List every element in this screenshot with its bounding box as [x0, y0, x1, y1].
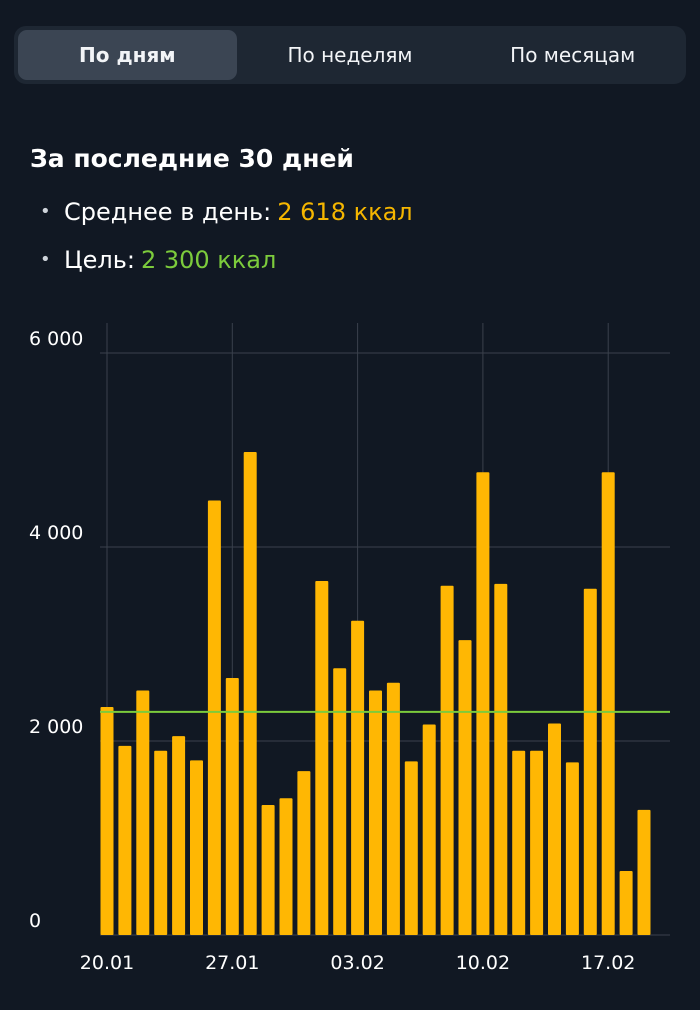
- bullet-icon: •: [40, 249, 51, 270]
- bar: [404, 761, 418, 935]
- bar: [172, 736, 186, 935]
- bar: [494, 583, 508, 935]
- tab-by-months[interactable]: По месяцам: [510, 43, 636, 67]
- y-tick-label: 6 000: [29, 328, 83, 350]
- bar: [637, 809, 651, 935]
- x-tick-label: 03.02: [330, 952, 384, 974]
- tab-by-days[interactable]: По дням: [18, 30, 237, 80]
- x-tick-label: 27.01: [205, 952, 259, 974]
- tab-by-weeks[interactable]: По неделям: [287, 43, 413, 67]
- average-label: Среднее в день:: [64, 198, 272, 226]
- bar: [225, 677, 239, 935]
- bar: [440, 585, 454, 935]
- bar: [154, 750, 168, 935]
- average-item: • Среднее в день: 2 618 ккал: [30, 188, 413, 236]
- bar: [261, 805, 275, 935]
- bar: [369, 690, 382, 935]
- goal-label: Цель:: [64, 246, 135, 274]
- y-tick-label: 2 000: [29, 716, 83, 738]
- bar: [315, 580, 329, 935]
- bar: [190, 760, 203, 935]
- bar: [279, 798, 293, 935]
- bar: [136, 690, 150, 935]
- bar: [100, 707, 114, 935]
- bar: [351, 620, 365, 935]
- x-tick-label: 20.01: [80, 952, 134, 974]
- bar: [458, 640, 472, 935]
- bar: [207, 500, 221, 935]
- bar: [118, 745, 132, 935]
- bar: [512, 750, 526, 935]
- bar: [530, 750, 544, 935]
- y-tick-label: 4 000: [29, 522, 83, 544]
- calories-bar-chart: 0 2 000 4 000 6 000 20.01 27.01 03.02 10.02 17.0…: [29, 323, 670, 974]
- bar: [619, 870, 633, 935]
- bar: [583, 588, 597, 935]
- bar: [333, 668, 347, 935]
- bar: [476, 472, 490, 935]
- bar: [243, 451, 257, 935]
- summary-list: • Среднее в день: 2 618 ккал • Цель: 2 3…: [30, 188, 413, 284]
- bar: [297, 771, 311, 935]
- bar: [601, 472, 615, 935]
- x-tick-label: 10.02: [456, 952, 510, 974]
- summary-block: За последние 30 дней • Среднее в день: 2…: [30, 142, 413, 284]
- summary-title: За последние 30 дней: [30, 144, 354, 173]
- bar: [565, 762, 579, 935]
- y-tick-label: 0: [29, 910, 41, 932]
- bar: [386, 682, 400, 935]
- x-tick-label: 17.02: [581, 952, 635, 974]
- goal-item: • Цель: 2 300 ккал: [30, 236, 413, 284]
- bar: [422, 724, 436, 935]
- period-tabs: По дням По неделям По месяцам: [14, 26, 686, 84]
- bar: [548, 723, 561, 935]
- bullet-icon: •: [40, 201, 51, 222]
- goal-value: 2 300 ккал: [140, 246, 277, 274]
- average-value: 2 618 ккал: [277, 198, 413, 226]
